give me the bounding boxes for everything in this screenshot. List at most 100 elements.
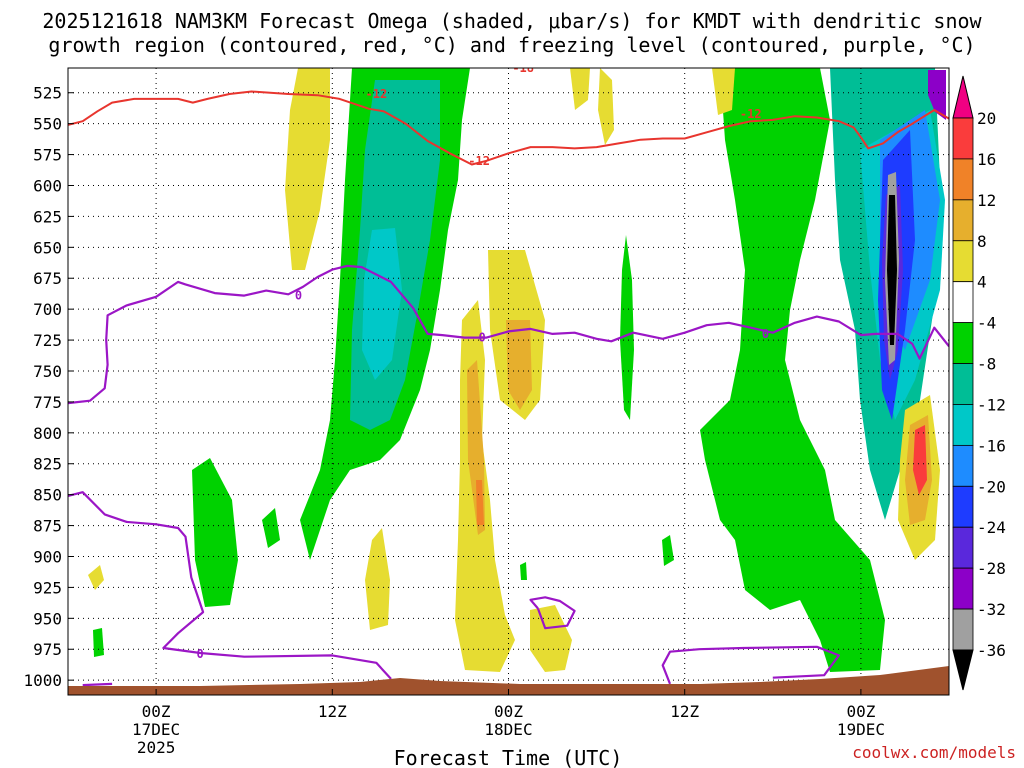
y-tick-label: 525 xyxy=(33,84,62,103)
y-tick-label: 700 xyxy=(33,300,62,319)
omega-region-green-small4 xyxy=(520,562,527,580)
x-tick-label: 2025 xyxy=(137,738,176,757)
omega-region-yellow-top xyxy=(285,68,330,270)
freezing-level-contour-line xyxy=(661,645,840,685)
x-tick-label: 00Z xyxy=(846,702,875,721)
x-tick-label: 12Z xyxy=(318,702,347,721)
omega-region-orange-mid xyxy=(506,320,532,410)
freezing-level-contour-label: 0 xyxy=(295,289,302,303)
y-tick-label: 825 xyxy=(33,455,62,474)
y-tick-label: 650 xyxy=(33,238,62,257)
colorbar-label: 12 xyxy=(977,191,996,210)
colorbar-swatch xyxy=(952,240,974,283)
colorbar-swatch xyxy=(952,567,974,610)
colorbar-swatch xyxy=(952,485,974,528)
omega-region-green-small1 xyxy=(262,508,280,548)
colorbar-label: -32 xyxy=(977,600,1006,619)
y-tick-label: 1000 xyxy=(23,671,62,690)
x-tick-label: 19DEC xyxy=(837,720,885,739)
dgz-contour-line xyxy=(68,90,949,166)
x-tick-label: 00Z xyxy=(142,702,171,721)
colorbar-label: 8 xyxy=(977,232,987,251)
colorbar-label: -28 xyxy=(977,559,1006,578)
colorbar-swatch xyxy=(952,281,974,324)
colorbar-label: 16 xyxy=(977,150,996,169)
y-tick-label: 750 xyxy=(33,362,62,381)
omega-region-green-right xyxy=(700,68,885,672)
colorbar-swatch xyxy=(952,158,974,201)
terrain-band xyxy=(68,666,949,695)
omega-region-red-mid xyxy=(476,480,484,525)
dgz-contour-label: -12 xyxy=(366,87,388,101)
freezing-level-contour-line xyxy=(68,491,392,680)
grid-lines xyxy=(68,68,949,695)
y-tick-label: 600 xyxy=(33,176,62,195)
omega-region-yellow-small xyxy=(88,565,104,590)
x-tick-label: 18DEC xyxy=(484,720,532,739)
dgz-contour-label: -12 xyxy=(740,107,762,121)
y-tick-label: 875 xyxy=(33,517,62,536)
colorbar-label: -20 xyxy=(977,477,1006,496)
omega-region-green-left xyxy=(192,458,238,607)
freezing-level-contour-line xyxy=(68,264,949,405)
colorbar-label: -4 xyxy=(977,314,996,333)
colorbar: 20 16 12 8 4 -4 -8 -12 -16 -20 -24 -28 -32 -36 xyxy=(952,75,1006,691)
colorbar-swatch xyxy=(952,363,974,405)
freezing-level-contour-line xyxy=(82,682,113,687)
omega-region-yellow-top4 xyxy=(712,68,735,115)
y-tick-label: 925 xyxy=(33,578,62,597)
colorbar-swatch xyxy=(952,117,974,160)
colorbar-swatch xyxy=(952,199,974,242)
freezing-level-contour-label: 0 xyxy=(762,327,769,341)
omega-region-green-small2 xyxy=(93,628,104,657)
x-tick-label: 00Z xyxy=(494,702,523,721)
y-tick-label: 850 xyxy=(33,486,62,505)
omega-region-violet-top xyxy=(928,70,946,120)
y-tick-label: 550 xyxy=(33,115,62,134)
colorbar-swatch xyxy=(952,608,974,651)
x-tick-label: 12Z xyxy=(670,702,699,721)
x-axis-label: Forecast Time (UTC) xyxy=(394,746,623,768)
y-tick-label: 775 xyxy=(33,393,62,412)
y-axis: 525 550 575 600 625 650 675 700 725 750 775 800 825 8… xyxy=(23,84,74,690)
omega-region-yellow-top2 xyxy=(570,68,590,110)
colorbar-label: -24 xyxy=(977,518,1006,537)
colorbar-label: -12 xyxy=(977,395,1006,414)
colorbar-top-arrow xyxy=(952,75,974,119)
omega-region-green-streak xyxy=(620,235,634,420)
y-tick-label: 675 xyxy=(33,269,62,288)
y-tick-label: 575 xyxy=(33,146,62,165)
omega-region-yellow-top3 xyxy=(598,68,614,145)
omega-region-black-core xyxy=(887,195,897,345)
y-tick-label: 725 xyxy=(33,331,62,350)
y-tick-label: 800 xyxy=(33,424,62,443)
colorbar-swatch xyxy=(952,322,974,364)
omega-shading xyxy=(88,68,946,672)
colorbar-swatch xyxy=(952,444,974,487)
colorbar-swatch xyxy=(952,404,974,446)
colorbar-bottom-arrow xyxy=(952,649,974,691)
contour-lines: -12 -12 -12 -18 0 0 0 0 xyxy=(68,68,949,687)
omega-region-green-small3 xyxy=(662,535,674,566)
omega-region-yellow-left xyxy=(365,528,390,630)
colorbar-label: -16 xyxy=(977,436,1006,455)
colorbar-swatch xyxy=(952,526,974,569)
freezing-level-contour-label: 0 xyxy=(478,331,485,345)
omega-region-red-right xyxy=(913,425,927,495)
y-tick-label: 625 xyxy=(33,207,62,226)
colorbar-label: 20 xyxy=(977,109,996,128)
y-tick-label: 950 xyxy=(33,609,62,628)
colorbar-label: 4 xyxy=(977,273,987,292)
y-tick-label: 900 xyxy=(33,547,62,566)
freezing-level-contour-line xyxy=(529,596,576,630)
colorbar-label: -8 xyxy=(977,355,996,374)
x-tick-label: 17DEC xyxy=(132,720,180,739)
omega-region-cyan-main xyxy=(362,228,402,380)
dgz-contour-label: -12 xyxy=(468,154,490,168)
omega-region-yellow-small2 xyxy=(530,605,572,672)
chart-title-line2: growth region (contoured, red, °C) and f… xyxy=(48,33,975,57)
colorbar-label: -36 xyxy=(977,641,1006,660)
credit-text: coolwx.com/models xyxy=(852,743,1016,762)
